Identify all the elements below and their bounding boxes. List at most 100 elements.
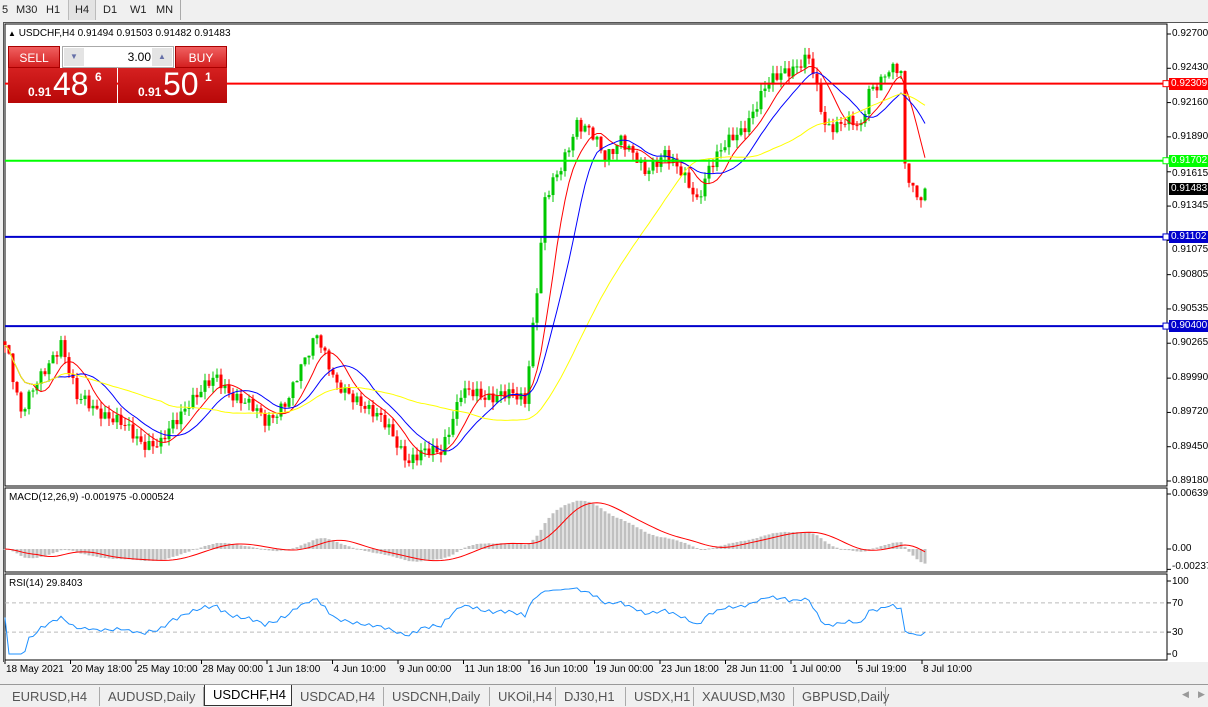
triangle-up-icon[interactable]: ▲ bbox=[8, 29, 16, 38]
macd-bar bbox=[887, 543, 891, 549]
candle bbox=[783, 60, 787, 74]
timeframe-5[interactable]: 5 bbox=[2, 4, 9, 16]
macd-bar bbox=[315, 538, 319, 549]
macd-bar bbox=[815, 535, 819, 549]
candle-body bbox=[263, 413, 267, 426]
macd-bar bbox=[155, 549, 159, 561]
candle-body bbox=[203, 380, 207, 392]
candle-body bbox=[3, 341, 7, 346]
candle-body bbox=[423, 448, 427, 451]
sell-price[interactable]: 0.91 48 6 bbox=[8, 66, 117, 103]
candle-body bbox=[199, 391, 203, 398]
chart-window[interactable] bbox=[3, 22, 1208, 662]
candle bbox=[287, 396, 291, 409]
scroll-left-icon[interactable]: ◀ bbox=[1182, 689, 1189, 699]
tab-usdcnh-daily[interactable]: USDCNH,Daily bbox=[384, 687, 490, 706]
candle-body bbox=[387, 424, 391, 428]
candle bbox=[127, 417, 131, 431]
macd-bar bbox=[343, 544, 347, 549]
tab-ukoil-h4[interactable]: UKOil,H4 bbox=[490, 687, 556, 706]
candle bbox=[735, 127, 739, 148]
candle-body bbox=[699, 196, 703, 198]
macd-bar bbox=[687, 544, 691, 549]
candle bbox=[747, 110, 751, 136]
macd-bar bbox=[847, 549, 851, 551]
macd-bar bbox=[479, 543, 483, 549]
candle-body bbox=[451, 418, 455, 435]
macd-bar bbox=[835, 547, 839, 549]
candle-body bbox=[911, 182, 915, 186]
macd-bar bbox=[251, 547, 255, 549]
macd-bar bbox=[715, 546, 719, 549]
timeframe-D1[interactable]: D1 bbox=[103, 4, 118, 16]
level-price-label: 0.92309 bbox=[1169, 77, 1208, 90]
macd-bar bbox=[667, 538, 671, 549]
candle-body bbox=[775, 73, 779, 80]
timeframe-M30[interactable]: M30 bbox=[16, 4, 38, 16]
macd-bar bbox=[883, 545, 887, 549]
buy-button[interactable]: BUY bbox=[175, 46, 227, 68]
tab-xauusd-m30[interactable]: XAUUSD,M30 bbox=[694, 687, 794, 706]
candle bbox=[727, 127, 731, 155]
macd-bar bbox=[327, 539, 331, 549]
tab-gbpusd-daily[interactable]: GBPUSD,Daily bbox=[794, 687, 889, 706]
macd-bar bbox=[507, 543, 511, 549]
timeframe-H4[interactable]: H4 bbox=[68, 0, 97, 20]
increase-lot-button[interactable]: ▲ bbox=[152, 48, 172, 66]
buy-price[interactable]: 0.91 50 1 bbox=[118, 66, 227, 103]
price-tick-label: 0.90265 bbox=[1172, 337, 1208, 349]
macd-bar bbox=[247, 546, 251, 549]
candle bbox=[627, 144, 631, 152]
candle bbox=[259, 404, 263, 417]
scroll-right-icon[interactable]: ▶ bbox=[1198, 689, 1205, 699]
lot-size-input[interactable] bbox=[85, 48, 151, 66]
candle-body bbox=[503, 391, 507, 399]
macd-bar bbox=[499, 543, 503, 549]
candle bbox=[299, 363, 303, 389]
candle bbox=[571, 134, 575, 158]
decrease-lot-button[interactable]: ▼ bbox=[64, 48, 84, 66]
tab-eurusd-h4[interactable]: EURUSD,H4 bbox=[4, 687, 100, 706]
time-tick-label: 9 Jun 00:00 bbox=[399, 664, 452, 675]
candle bbox=[139, 428, 143, 445]
macd-bar bbox=[459, 549, 463, 550]
sell-button[interactable]: SELL bbox=[8, 46, 60, 68]
candle-body bbox=[239, 393, 243, 404]
macd-bar bbox=[519, 543, 523, 549]
candle bbox=[95, 399, 99, 410]
tab-usdchf-h4[interactable]: USDCHF,H4 bbox=[204, 685, 292, 706]
macd-bar bbox=[727, 543, 731, 549]
candle-body bbox=[575, 119, 579, 137]
macd-bar bbox=[751, 538, 755, 549]
candle bbox=[295, 380, 299, 383]
candle bbox=[51, 351, 55, 364]
candle bbox=[279, 401, 283, 421]
timeframe-H1[interactable]: H1 bbox=[46, 4, 61, 16]
tab-dj30-h1[interactable]: DJ30,H1 bbox=[556, 687, 626, 706]
candle-body bbox=[55, 355, 59, 357]
macd-bar bbox=[795, 532, 799, 549]
macd-bar bbox=[211, 543, 215, 549]
timeframe-W1[interactable]: W1 bbox=[130, 4, 147, 16]
timeframe-MN[interactable]: MN bbox=[156, 4, 174, 16]
candle-body bbox=[495, 395, 499, 403]
tab-audusd-daily[interactable]: AUDUSD,Daily bbox=[100, 687, 204, 706]
macd-bar bbox=[347, 546, 351, 549]
macd-bar bbox=[463, 547, 467, 549]
macd-bar bbox=[39, 549, 43, 557]
candle bbox=[371, 400, 375, 423]
candle-body bbox=[307, 355, 311, 358]
candle-body bbox=[51, 355, 55, 364]
tab-usdx-h1[interactable]: USDX,H1 bbox=[626, 687, 694, 706]
candle-body bbox=[375, 412, 379, 417]
macd-bar bbox=[139, 549, 143, 561]
candle-body bbox=[855, 125, 859, 127]
candle-body bbox=[155, 446, 159, 448]
candle-body bbox=[479, 388, 483, 398]
candle bbox=[751, 104, 755, 125]
tab-usdcad-h4[interactable]: USDCAD,H4 bbox=[292, 687, 384, 706]
candle bbox=[255, 404, 259, 419]
macd-bar bbox=[123, 549, 127, 560]
macd-bar bbox=[691, 546, 695, 549]
